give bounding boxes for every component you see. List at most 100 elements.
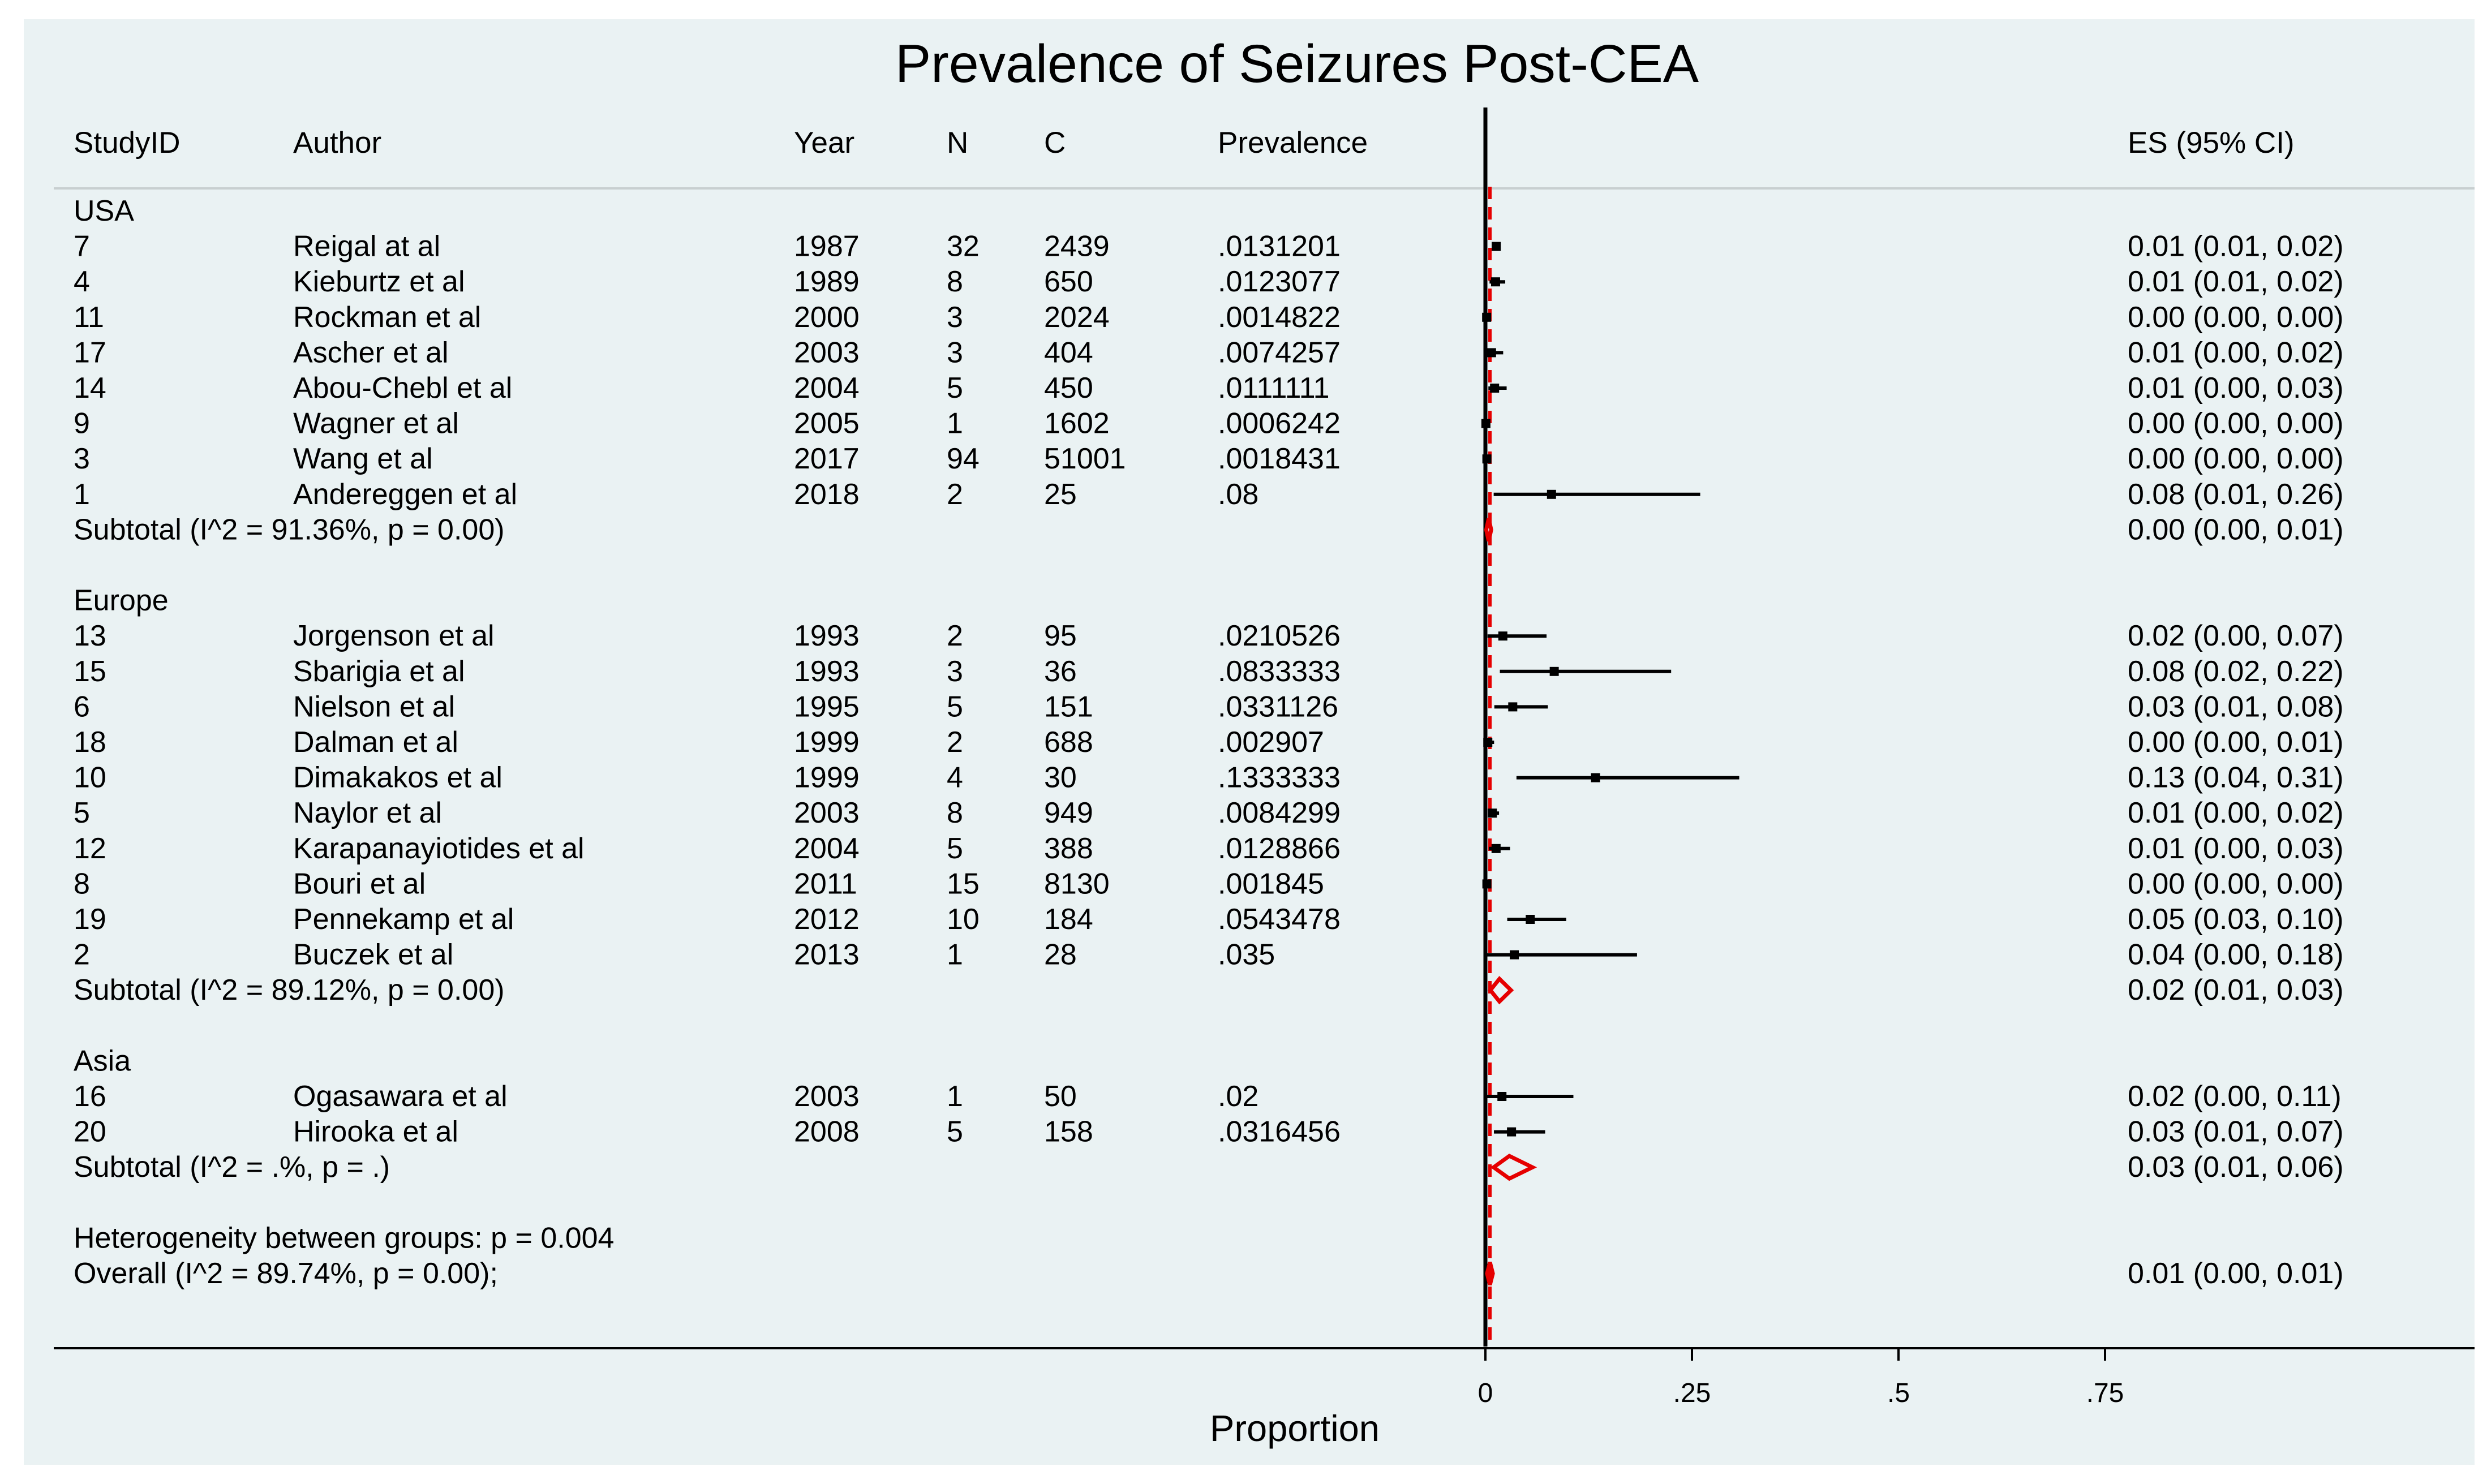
n-cell: 10 (947, 903, 980, 936)
subtotal-label: Subtotal (I^2 = .%, p = .) (74, 1151, 390, 1184)
subtotal-label: Subtotal (I^2 = 91.36%, p = 0.00) (74, 513, 505, 546)
year-cell: 2011 (794, 867, 857, 900)
author-cell: Naylor et al (293, 797, 442, 829)
n-cell: 5 (947, 690, 963, 723)
point-estimate-marker (1549, 666, 1559, 676)
author-cell: Dimakakos et al (293, 762, 502, 794)
subtotal-label: Subtotal (I^2 = 89.12%, p = 0.00) (74, 974, 505, 1006)
x-axis-ticks: 0 .25 .5 .75 (1478, 1348, 2124, 1408)
es-ci-cell: 0.01 (0.01, 0.02) (2128, 230, 2344, 263)
heterogeneity-text: Heterogeneity between groups: p = 0.004 (74, 1221, 614, 1254)
point-estimate-marker (1591, 773, 1600, 782)
c-cell: 36 (1044, 655, 1077, 688)
es-ci-cell: 0.03 (0.01, 0.08) (2128, 690, 2344, 723)
year-cell: 2008 (794, 1116, 860, 1149)
author-cell: Buczek et al (293, 939, 453, 971)
es-ci-cell: 0.00 (0.00, 0.00) (2128, 407, 2344, 440)
prevalence-cell: .0543478 (1218, 903, 1341, 936)
prevalence-cell: .0074257 (1218, 336, 1341, 369)
year-cell: 1987 (794, 230, 860, 263)
study-id-cell: 3 (74, 442, 90, 475)
author-cell: Wang et al (293, 442, 433, 475)
point-estimate-marker (1508, 702, 1518, 712)
header-es-ci: ES (95% CI) (2128, 126, 2295, 160)
author-cell: Ascher et al (293, 336, 449, 369)
prevalence-cell: .0111111 (1218, 372, 1330, 405)
prevalence-cell: .0316456 (1218, 1116, 1341, 1149)
n-cell: 3 (947, 336, 963, 369)
author-cell: Andereggen et al (293, 478, 517, 511)
point-estimate-marker (1482, 454, 1492, 464)
prevalence-cell: .1333333 (1218, 762, 1341, 794)
prevalence-cell: .0128866 (1218, 832, 1341, 865)
author-cell: Sbarigia et al (293, 655, 465, 688)
year-cell: 2003 (794, 336, 860, 369)
prevalence-cell: .0084299 (1218, 797, 1341, 829)
study-id-cell: 8 (74, 867, 90, 900)
plot-panel (24, 19, 2475, 1465)
prevalence-cell: .0131201 (1218, 230, 1341, 263)
es-ci-cell: 0.00 (0.00, 0.00) (2128, 442, 2344, 475)
subtotal-es-ci: 0.02 (0.01, 0.03) (2128, 974, 2344, 1006)
author-cell: Abou-Chebl et al (293, 372, 512, 405)
es-ci-cell: 0.00 (0.00, 0.00) (2128, 867, 2344, 900)
point-estimate-marker (1526, 915, 1535, 924)
es-ci-cell: 0.03 (0.01, 0.07) (2128, 1116, 2344, 1149)
author-cell: Karapanayiotides et al (293, 832, 585, 865)
study-id-cell: 9 (74, 407, 90, 440)
prevalence-cell: .0331126 (1218, 690, 1338, 723)
prevalence-cell: .035 (1218, 939, 1275, 971)
header-prevalence: Prevalence (1218, 126, 1368, 160)
c-cell: 650 (1044, 265, 1093, 298)
year-cell: 2004 (794, 372, 860, 405)
n-cell: 1 (947, 1080, 963, 1113)
author-cell: Kieburtz et al (293, 265, 465, 298)
c-cell: 949 (1044, 797, 1093, 829)
c-cell: 404 (1044, 336, 1093, 369)
n-cell: 1 (947, 939, 963, 971)
prevalence-cell: .0018431 (1218, 442, 1341, 475)
x-tick-label: .75 (2086, 1378, 2124, 1408)
year-cell: 2003 (794, 797, 860, 829)
year-cell: 1989 (794, 265, 860, 298)
x-tick-label: 0 (1478, 1378, 1493, 1408)
es-ci-cell: 0.01 (0.00, 0.03) (2128, 832, 2344, 865)
year-cell: 2005 (794, 407, 860, 440)
c-cell: 2439 (1044, 230, 1110, 263)
study-id-cell: 20 (74, 1116, 106, 1149)
es-ci-cell: 0.02 (0.00, 0.11) (2128, 1080, 2342, 1113)
prevalence-cell: .08 (1218, 478, 1258, 511)
subtotal-diamond (1484, 518, 1493, 542)
es-ci-cell: 0.08 (0.01, 0.26) (2128, 478, 2344, 511)
n-cell: 5 (947, 1116, 963, 1149)
author-cell: Rockman et al (293, 301, 481, 334)
c-cell: 28 (1044, 939, 1077, 971)
study-id-cell: 2 (74, 939, 90, 971)
n-cell: 15 (947, 867, 980, 900)
n-cell: 32 (947, 230, 980, 263)
study-id-cell: 16 (74, 1080, 106, 1113)
c-cell: 158 (1044, 1116, 1093, 1149)
study-id-cell: 5 (74, 797, 90, 829)
x-axis-label: Proportion (1210, 1408, 1380, 1449)
x-tick-label: .25 (1673, 1378, 1711, 1408)
es-ci-cell: 0.01 (0.00, 0.02) (2128, 797, 2344, 829)
overall-diamond (1485, 1262, 1495, 1285)
es-ci-cell: 0.01 (0.00, 0.03) (2128, 372, 2344, 405)
study-id-cell: 19 (74, 903, 106, 936)
es-ci-cell: 0.01 (0.01, 0.02) (2128, 265, 2344, 298)
es-ci-cell: 0.00 (0.00, 0.01) (2128, 726, 2344, 759)
overall-es-ci: 0.01 (0.00, 0.01) (2128, 1257, 2344, 1290)
c-cell: 30 (1044, 762, 1077, 794)
n-cell: 2 (947, 620, 963, 652)
author-cell: Hirooka et al (293, 1116, 458, 1149)
overall-label: Overall (I^2 = 89.74%, p = 0.00); (74, 1257, 498, 1290)
n-cell: 3 (947, 655, 963, 688)
n-cell: 5 (947, 372, 963, 405)
n-cell: 8 (947, 265, 963, 298)
year-cell: 2003 (794, 1080, 860, 1113)
study-id-cell: 15 (74, 655, 106, 688)
subtotal-es-ci: 0.00 (0.00, 0.01) (2128, 513, 2344, 546)
point-estimate-marker (1498, 631, 1507, 641)
